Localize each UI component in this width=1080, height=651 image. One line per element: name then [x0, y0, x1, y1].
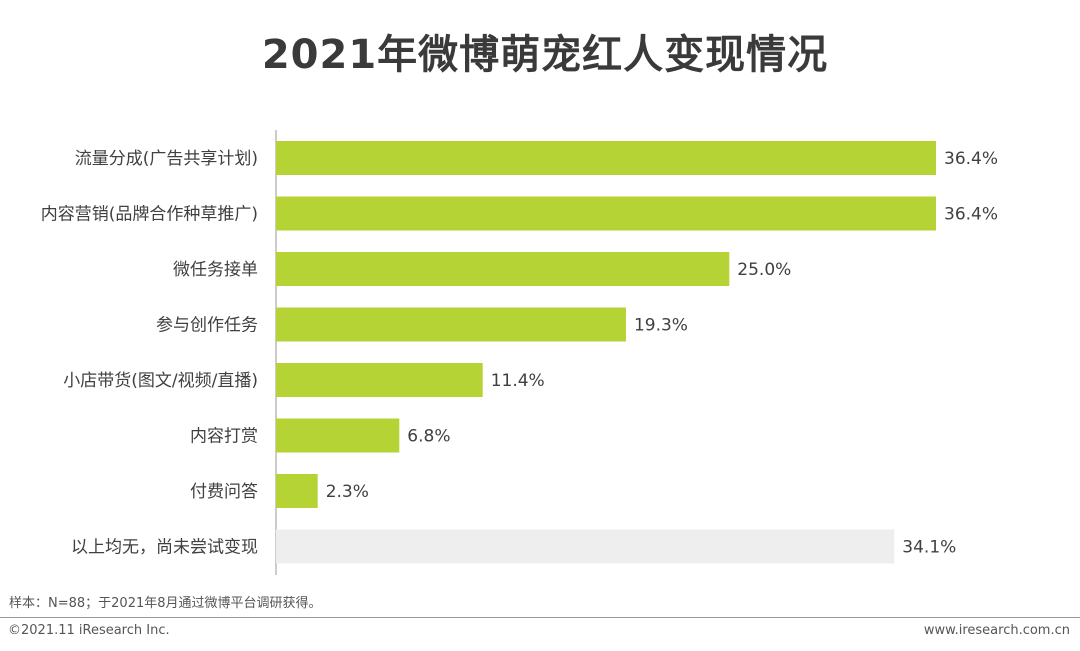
value-label-6: 2.3%	[326, 482, 369, 502]
bar-1	[276, 196, 936, 231]
footer-divider	[0, 617, 1080, 618]
value-label-2: 25.0%	[737, 260, 791, 280]
category-label-7: 以上均无，尚未尝试变现	[71, 538, 258, 558]
chart-title: 2021年微博萌宠红人变现情况	[261, 32, 829, 78]
value-label-4: 11.4%	[491, 371, 545, 391]
bar-7	[276, 529, 895, 564]
bar-2	[276, 252, 730, 286]
bar-6	[276, 474, 318, 508]
category-label-1: 内容营销(品牌合作种草推广)	[41, 205, 258, 225]
bar-3	[276, 307, 626, 342]
category-label-3: 参与创作任务	[156, 316, 258, 336]
value-label-0: 36.4%	[944, 149, 998, 169]
value-label-3: 19.3%	[634, 316, 688, 336]
category-label-6: 付费问答	[190, 482, 258, 502]
value-label-7: 34.1%	[902, 538, 956, 558]
category-label-2: 微任务接单	[173, 260, 258, 280]
value-label-5: 6.8%	[407, 427, 450, 447]
bar-0	[276, 141, 936, 175]
copyright-text: ©2021.11 iResearch Inc.	[8, 623, 170, 638]
value-label-1: 36.4%	[944, 205, 998, 225]
category-label-4: 小店带货(图文/视频/直播)	[63, 371, 258, 391]
category-label-5: 内容打赏	[190, 427, 258, 447]
category-label-0: 流量分成(广告共享计划)	[75, 149, 258, 169]
bar-4	[276, 363, 483, 397]
sample-note: 样本：N=88；于2021年8月通过微博平台调研获得。	[9, 596, 322, 611]
bar-5	[276, 418, 400, 453]
bars-group: 流量分成(广告共享计划) 36.4% 内容营销(品牌合作种草推广) 36.4% 微任务接…	[41, 141, 998, 564]
website-link[interactable]: www.iresearch.com.cn	[923, 623, 1070, 638]
